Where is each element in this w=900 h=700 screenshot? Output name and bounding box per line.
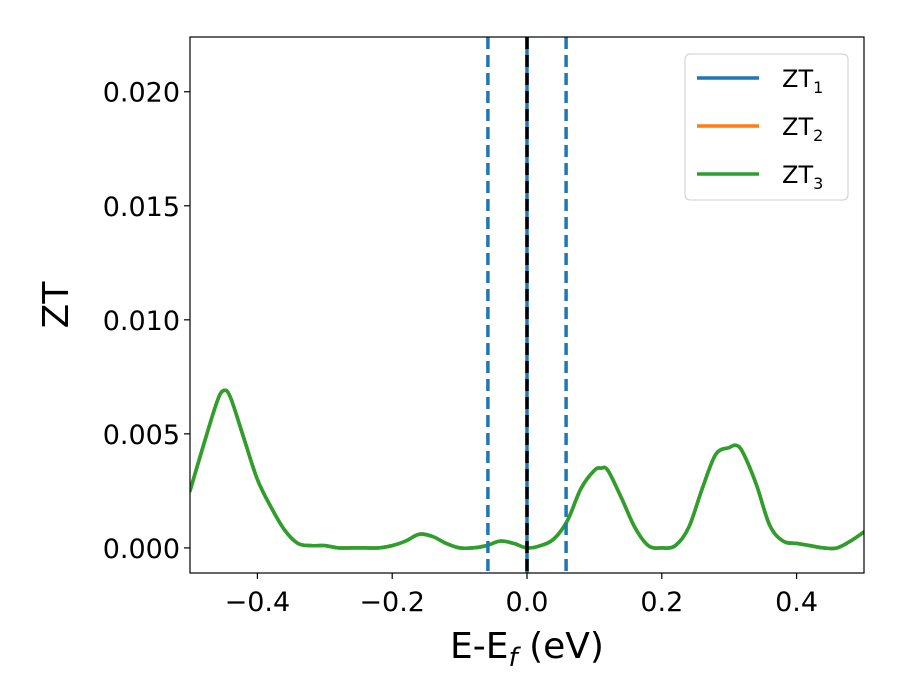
x-tick-label: −0.4 — [225, 587, 291, 618]
y-tick-label: 0.015 — [103, 192, 180, 223]
legend-label-zt1: ZT1 — [782, 65, 823, 97]
y-tick-label: 0.005 — [103, 420, 180, 451]
x-tick-label: −0.2 — [359, 587, 425, 618]
plot-area — [190, 37, 864, 573]
series-line-zt3 — [190, 388, 864, 551]
legend-label-zt3: ZT3 — [782, 161, 823, 193]
x-axis-title-unit: (eV) — [518, 626, 604, 667]
x-axis-title-main: E-E — [450, 626, 508, 667]
x-axis-title: E-Ef (eV) — [450, 626, 604, 673]
y-axis-title: ZT — [36, 281, 77, 329]
x-tick-label: 0.4 — [775, 587, 818, 618]
x-tick-label: 0.2 — [640, 587, 683, 618]
y-tick-label: 0.000 — [103, 534, 180, 565]
legend: ZT1 ZT2 ZT3 — [684, 53, 849, 201]
y-axis: 0.000 0.005 0.010 0.015 0.020 — [103, 78, 190, 565]
legend-box — [684, 53, 849, 201]
y-tick-label: 0.010 — [103, 306, 180, 337]
y-tick-label: 0.020 — [103, 78, 180, 109]
legend-label-zt2: ZT2 — [782, 113, 823, 145]
x-tick-label: 0.0 — [506, 587, 549, 618]
x-axis: −0.4 −0.2 0.0 0.2 0.4 — [225, 573, 818, 618]
